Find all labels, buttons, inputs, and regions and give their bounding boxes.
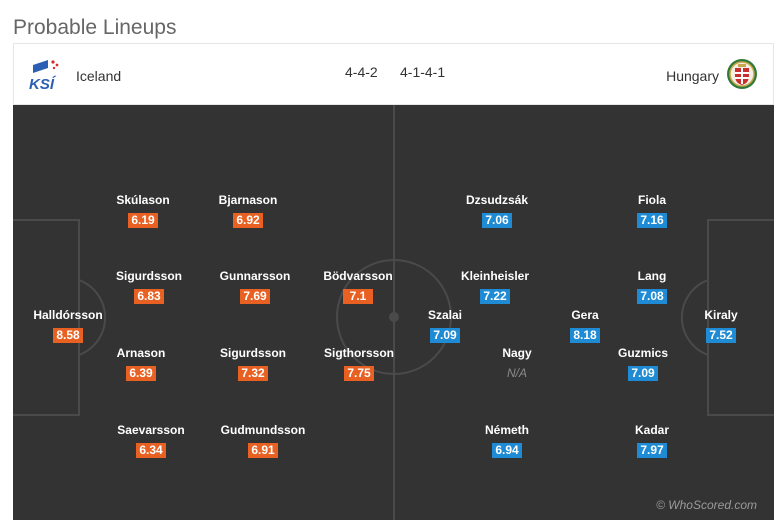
away-player[interactable]: Lang 7.08	[602, 269, 702, 305]
home-player[interactable]: Halldórsson 8.58	[18, 308, 118, 344]
home-player[interactable]: Arnason 6.39	[91, 346, 191, 382]
hungary-crest-icon	[727, 59, 757, 89]
player-name: Gudmundsson	[220, 423, 306, 437]
player-rating: 7.09	[628, 366, 658, 381]
player-rating: 7.16	[637, 213, 667, 228]
away-player[interactable]: Kleinheisler 7.22	[445, 269, 545, 305]
page-title: Probable Lineups	[13, 16, 177, 39]
home-player[interactable]: Gunnarsson 7.69	[205, 269, 305, 305]
pitch-markings	[13, 105, 774, 520]
player-name: Sigthorsson	[323, 346, 394, 360]
player-rating: 6.91	[248, 443, 278, 458]
player-rating: 6.94	[492, 443, 522, 458]
player-rating: 7.32	[238, 366, 268, 381]
player-name: Sigurdsson	[219, 346, 286, 360]
player-name: Kadar	[634, 423, 669, 437]
away-formation: 4-1-4-1	[400, 64, 446, 80]
player-name: Lang	[637, 269, 667, 283]
home-player[interactable]: Sigurdsson 6.83	[99, 269, 199, 305]
player-name: Saevarsson	[117, 423, 185, 437]
home-player[interactable]: Sigurdsson 7.32	[203, 346, 303, 382]
away-player[interactable]: Dzsudzsák 7.06	[447, 193, 547, 229]
player-name: Kleinheisler	[460, 269, 530, 283]
away-player[interactable]: Nagy N/A	[467, 346, 567, 382]
home-player[interactable]: Saevarsson 6.34	[101, 423, 201, 459]
player-name: Halldórsson	[33, 308, 103, 322]
player-name: Bödvarsson	[323, 269, 393, 283]
home-team-name[interactable]: Iceland	[76, 68, 122, 84]
lineup-header: KSÍ Iceland 4-4-2 4-1-4-1 Hungary	[13, 43, 774, 105]
player-name: Sigurdsson	[115, 269, 182, 283]
player-rating: 6.19	[128, 213, 158, 228]
away-team-name[interactable]: Hungary	[666, 68, 719, 84]
away-player[interactable]: Kiraly 7.52	[671, 308, 771, 344]
pitch: Skúlason 6.19 Bjarnason 6.92 Sigurdsson 6.83 G…	[13, 105, 774, 520]
player-rating: 6.92	[233, 213, 263, 228]
whoscored-watermark: © WhoScored.com	[656, 498, 757, 512]
away-player[interactable]: Gera 8.18	[535, 308, 635, 344]
player-name: Szalai	[427, 308, 463, 322]
player-name: Guzmics	[617, 346, 668, 360]
home-player[interactable]: Skúlason 6.19	[93, 193, 193, 229]
player-name: Nagy	[502, 346, 532, 360]
player-name: Bjarnason	[218, 193, 278, 207]
player-name: Gunnarsson	[219, 269, 291, 283]
player-name: Kiraly	[704, 308, 738, 322]
player-rating: 8.18	[570, 328, 600, 343]
away-player[interactable]: Guzmics 7.09	[593, 346, 693, 382]
player-name: Fiola	[637, 193, 666, 207]
player-rating: 7.52	[706, 328, 736, 343]
player-rating: 7.22	[480, 289, 510, 304]
home-player[interactable]: Sigthorsson 7.75	[309, 346, 409, 382]
player-rating: 7.1	[343, 289, 373, 304]
away-player[interactable]: Fiola 7.16	[602, 193, 702, 229]
away-player[interactable]: Kadar 7.97	[602, 423, 702, 459]
player-rating: N/A	[506, 366, 527, 380]
player-rating: 6.39	[126, 366, 156, 381]
player-name: Németh	[484, 423, 529, 437]
away-player[interactable]: Németh 6.94	[457, 423, 557, 459]
player-rating: 6.34	[136, 443, 166, 458]
player-name: Dzsudzsák	[465, 193, 529, 207]
ksi-crest-icon: KSÍ	[29, 60, 59, 92]
home-formation: 4-4-2	[345, 64, 378, 80]
player-rating: 7.97	[637, 443, 667, 458]
player-rating: 7.09	[430, 328, 460, 343]
svg-text:KSÍ: KSÍ	[29, 76, 57, 92]
home-player[interactable]: Bödvarsson 7.1	[308, 269, 408, 305]
player-rating: 7.06	[482, 213, 512, 228]
player-rating: 7.08	[637, 289, 667, 304]
player-rating: 7.69	[240, 289, 270, 304]
player-rating: 8.58	[53, 328, 83, 343]
player-name: Arnason	[116, 346, 166, 360]
player-rating: 6.83	[134, 289, 164, 304]
away-player[interactable]: Szalai 7.09	[395, 308, 495, 344]
player-name: Gera	[571, 308, 599, 322]
home-player[interactable]: Bjarnason 6.92	[198, 193, 298, 229]
home-player[interactable]: Gudmundsson 6.91	[213, 423, 313, 459]
player-rating: 7.75	[344, 366, 374, 381]
player-name: Skúlason	[116, 193, 170, 207]
